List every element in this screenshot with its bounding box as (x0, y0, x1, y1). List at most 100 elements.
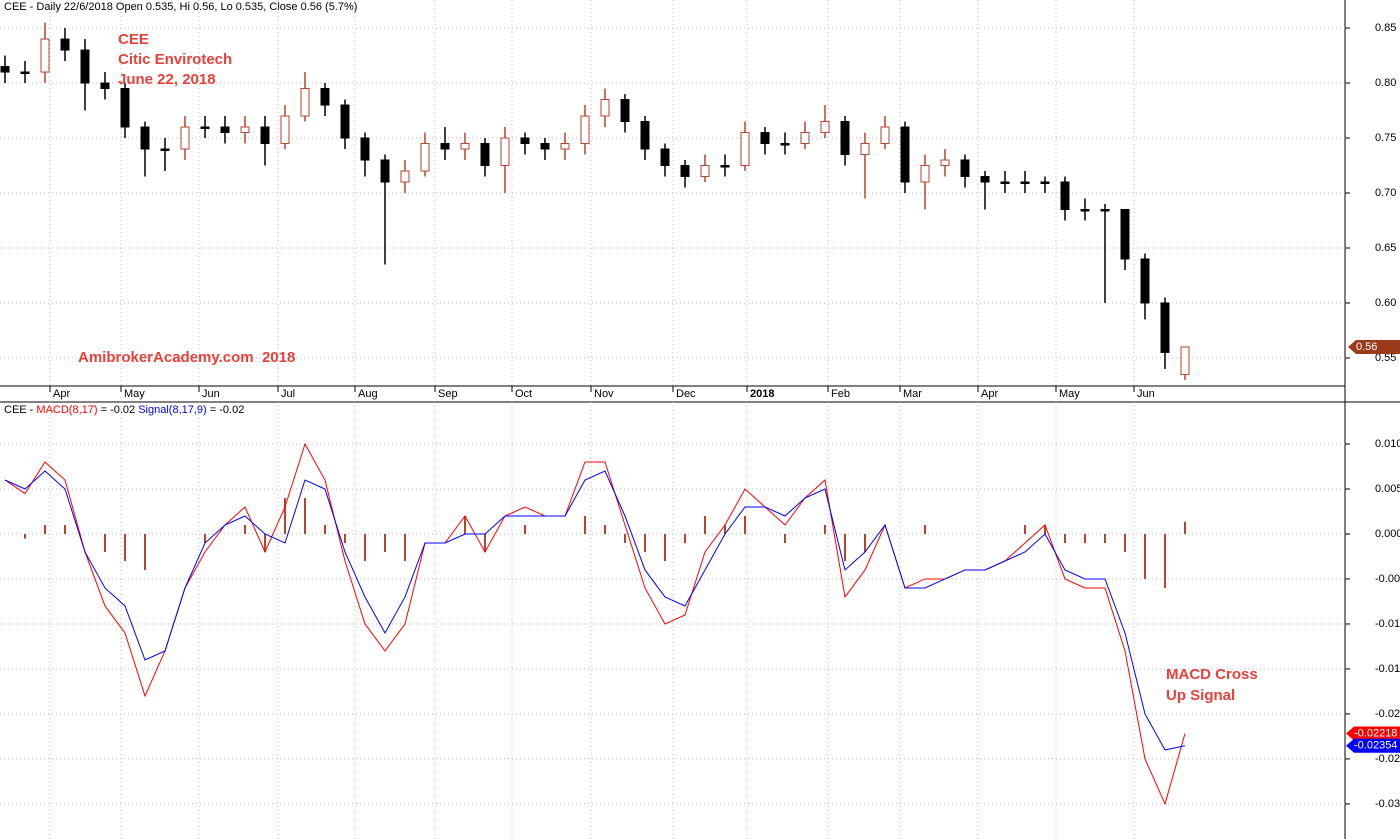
candle-body (920, 165, 930, 183)
candle-body (660, 148, 670, 167)
candle-body (240, 126, 250, 134)
header-part: MACD(8,17) (36, 404, 97, 416)
candle-body (980, 176, 990, 183)
y-tick-label: 0.55 (1375, 352, 1396, 364)
x-tick-label: May (124, 388, 145, 400)
candle-body (840, 121, 850, 156)
candle-body (1100, 208, 1110, 212)
candle-body (1060, 181, 1070, 210)
candle-body (1140, 258, 1150, 304)
last-value-tag (1346, 726, 1400, 741)
candle-body (60, 38, 70, 51)
candle-body (640, 121, 650, 150)
x-tick-label: Jun (202, 388, 220, 400)
candle-body (760, 132, 770, 145)
annotation: CEE (118, 31, 149, 48)
candle-body (960, 159, 970, 178)
candle-body (1120, 208, 1130, 260)
annotation: June 22, 2018 (118, 71, 216, 88)
last-value: -0.02218 (1354, 727, 1397, 739)
candle-body (400, 170, 410, 183)
candle-body (260, 126, 270, 145)
candle-body (1020, 181, 1030, 185)
y-tick-label: 0.80 (1375, 77, 1396, 89)
x-tick-label: Feb (831, 388, 850, 400)
candle-body (420, 143, 430, 172)
candle-body (540, 143, 550, 150)
last-value: -0.02354 (1354, 740, 1397, 752)
x-tick-label: 2018 (750, 388, 774, 400)
annotation: AmibrokerAcademy.com 2018 (78, 349, 295, 366)
candle-body (1040, 181, 1050, 185)
x-tick-label: Mar (903, 388, 922, 400)
annotation: Up Signal (1166, 687, 1235, 704)
x-tick-label: Sep (438, 388, 458, 400)
candle-body (940, 159, 950, 167)
candle-body (0, 66, 10, 73)
candle-body (900, 126, 910, 183)
candle-body (720, 165, 730, 168)
header-part: = -0.02 (101, 404, 136, 416)
price-header: CEE - Daily 22/6/2018 Open 0.535, Hi 0.5… (4, 1, 357, 13)
candle-body (580, 115, 590, 145)
candle-body (880, 126, 890, 145)
y-tick-label: 0.65 (1375, 242, 1396, 254)
header-part: Signal(8,17,9) (138, 404, 207, 416)
candle-body (520, 137, 530, 145)
candle-body (160, 148, 170, 152)
last-value-tag (1346, 738, 1400, 753)
candle-body (380, 159, 390, 183)
candle-body (740, 132, 750, 167)
candle-body (20, 71, 30, 75)
candle-body (200, 126, 210, 130)
y-tick-label: 0.60 (1375, 297, 1396, 309)
annotation: Citic Envirotech (118, 51, 232, 68)
y-tick-label: -0.0300 (1375, 798, 1400, 810)
header-part: CEE - (4, 404, 34, 416)
candle-body (1000, 181, 1010, 185)
candle-body (460, 143, 470, 150)
candle-body (1160, 302, 1170, 353)
x-tick-label: Apr (981, 388, 998, 400)
candle-body (40, 38, 50, 73)
x-tick-label: Nov (594, 388, 614, 400)
y-tick-label: -0.0250 (1375, 753, 1400, 765)
candle-body (780, 143, 790, 146)
candle-body (500, 137, 510, 167)
candle-body (680, 165, 690, 178)
x-tick-label: Jul (281, 388, 295, 400)
candle-body (340, 104, 350, 139)
candle-body (800, 132, 810, 145)
candle-body (280, 115, 290, 145)
y-tick-label: -0.0150 (1375, 663, 1400, 675)
candle-body (700, 165, 710, 178)
candle-body (100, 82, 110, 90)
y-tick-label: -0.0200 (1375, 708, 1400, 720)
x-tick-label: Dec (676, 388, 696, 400)
x-tick-label: Jun (1137, 388, 1155, 400)
candle-body (480, 143, 490, 167)
x-tick-label: May (1059, 388, 1080, 400)
candle-body (860, 143, 870, 156)
candle-body (120, 88, 130, 128)
x-tick-label: Apr (53, 388, 70, 400)
x-tick-label: Oct (515, 388, 532, 400)
candle-body (320, 88, 330, 106)
candle-body (600, 99, 610, 117)
candle-body (560, 143, 570, 150)
candle-body (140, 126, 150, 150)
y-tick-label: 0.70 (1375, 187, 1396, 199)
candle-body (620, 99, 630, 123)
series-line (4, 470, 1186, 751)
candle-body (300, 88, 310, 117)
annotation: MACD Cross (1166, 666, 1258, 683)
last-value-tag (1348, 339, 1400, 354)
candle-body (80, 49, 90, 84)
header-part: = -0.02 (210, 404, 245, 416)
